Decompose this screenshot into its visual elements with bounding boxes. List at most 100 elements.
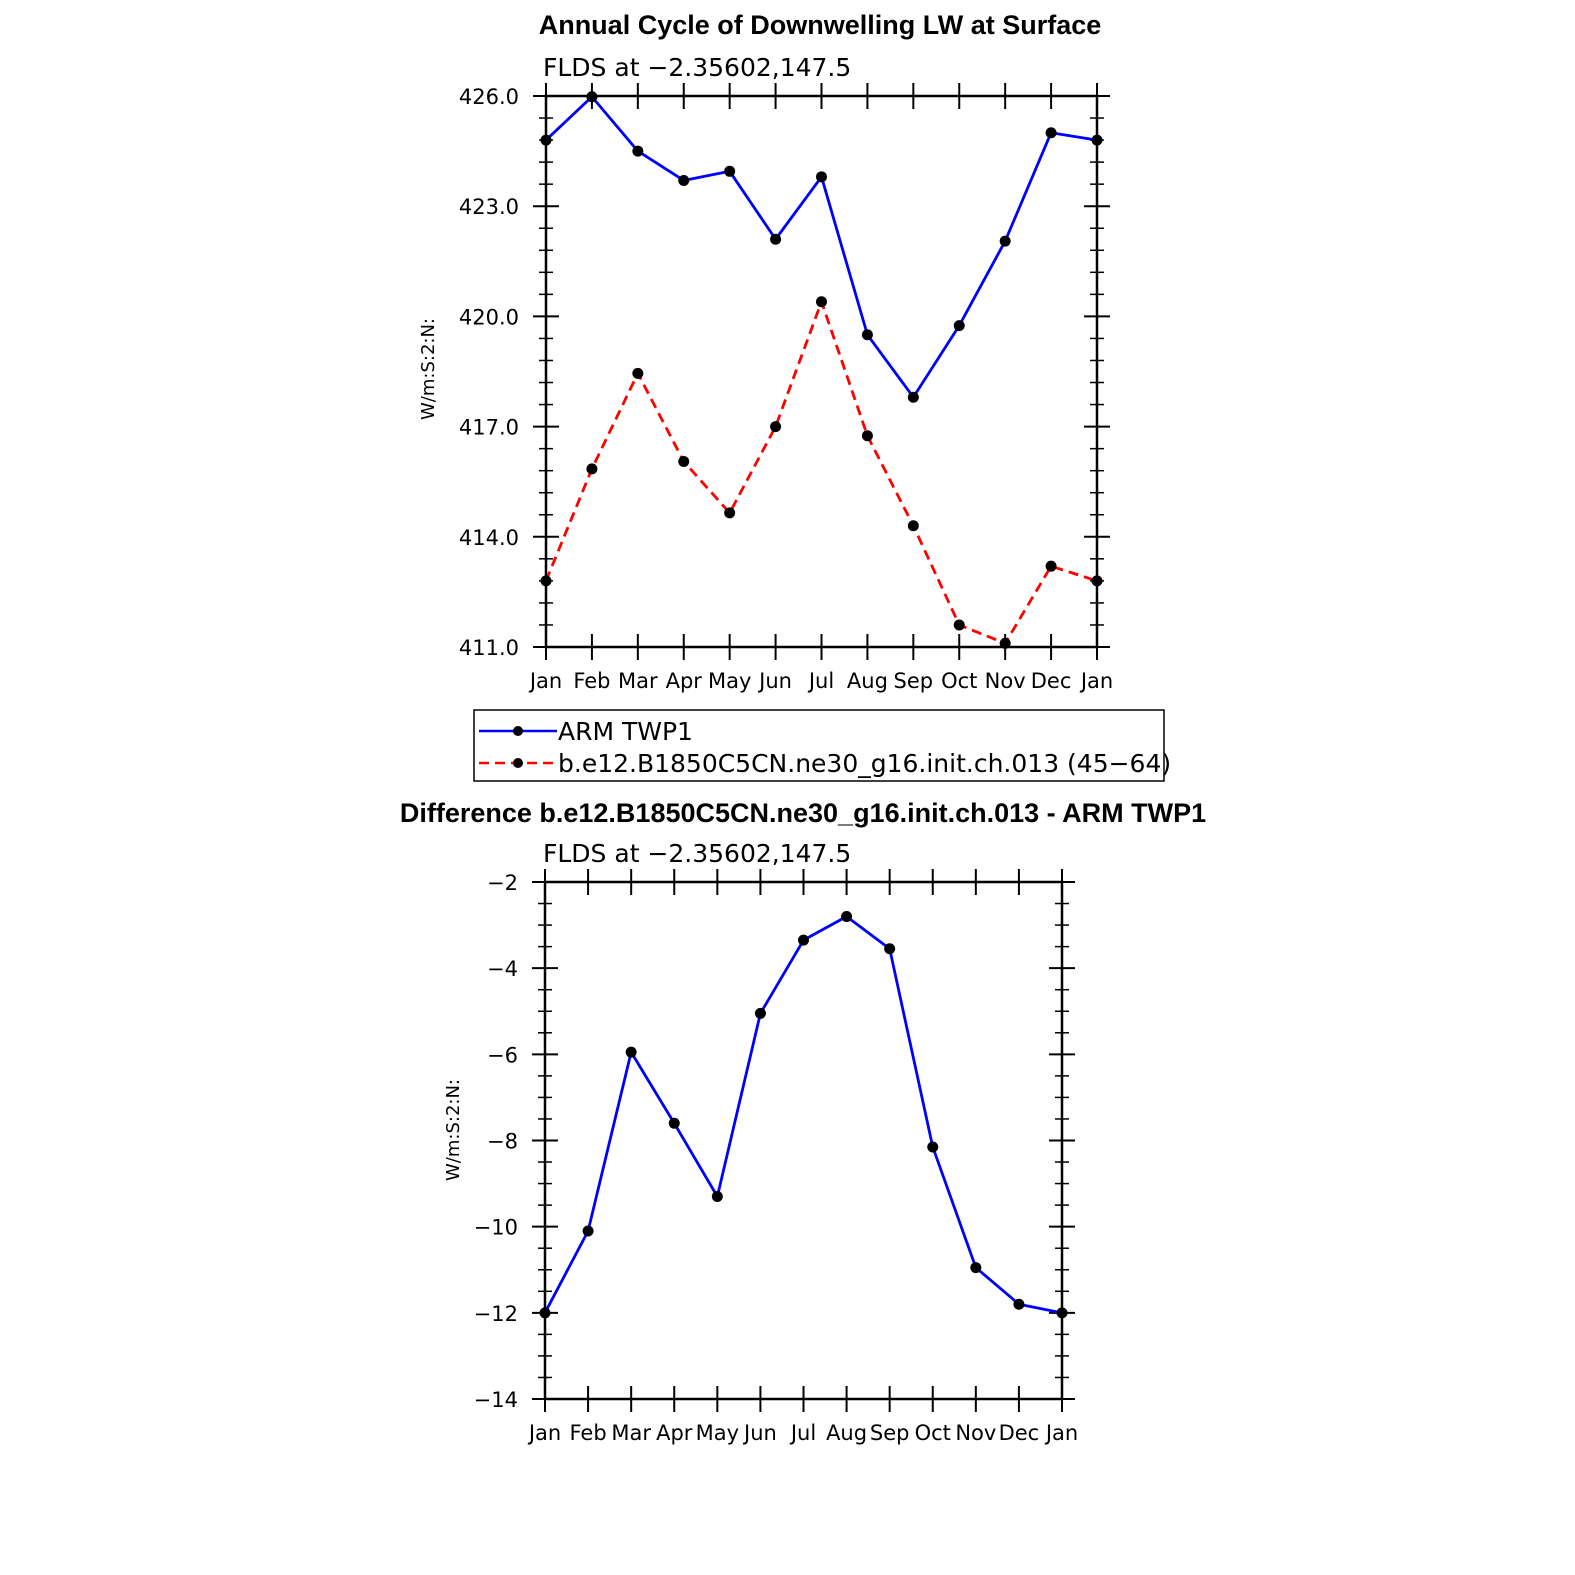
chart-bottom-xtick-label: Mar [611, 1421, 651, 1445]
chart-top-series-1-point [586, 91, 598, 103]
legend-marker-series-1 [513, 726, 523, 736]
chart-top-series-2-point [907, 520, 919, 532]
chart-bottom-ytick-label: −6 [487, 1043, 518, 1067]
legend-entry-series-1: ARM TWP1 [479, 717, 693, 746]
chart-bottom-frame [543, 880, 1064, 1401]
chart-top-title: Annual Cycle of Downwelling LW at Surfac… [539, 10, 1102, 40]
chart-bottom-series-1-point [625, 1046, 637, 1058]
chart-top-series-1-point [540, 134, 552, 146]
chart-bottom-xtick-label: Jun [742, 1421, 777, 1445]
chart-bottom-ytick-label: −12 [474, 1302, 518, 1326]
chart-top-series-1-point [770, 233, 782, 245]
chart-top-series-1-point [999, 235, 1011, 247]
chart-bottom-xtick-label: Jan [1044, 1421, 1078, 1445]
chart-bottom-series-1-point [841, 910, 853, 922]
chart-top-series-2-point [999, 637, 1011, 649]
chart-top-series-2-point [586, 463, 598, 475]
legend-box [473, 709, 1165, 782]
chart-top-series-1-point [816, 171, 827, 183]
chart-top-series-2-point [770, 421, 782, 433]
chart-bottom-series-1-point [970, 1262, 982, 1274]
chart-top-series-2-point [953, 619, 965, 631]
chart-top-series-1-point [1045, 127, 1057, 139]
chart-bottom-xtick-label: Nov [955, 1421, 996, 1445]
chart-top-series-1-point [953, 320, 965, 332]
chart-top-series-2-point [678, 455, 690, 467]
chart-top-axes: 411.0 414.0 417.0 420.0 423.0 426.0 Jan Feb Mar A… [459, 83, 1113, 693]
chart-bottom-xtick-label: Jan [527, 1421, 561, 1445]
legend-entry-series-2: b.e12.B1850C5CN.ne30_g16.init.ch.013 (45… [479, 749, 1171, 778]
chart-top-xtick-label: May [708, 669, 751, 693]
chart-top-xtick-label: Oct [941, 669, 977, 693]
chart-bottom-ytick-label: −2 [487, 871, 518, 895]
chart-bottom-xtick-label: Apr [656, 1421, 693, 1445]
chart-top-xtick-label: Jan [1079, 669, 1113, 693]
chart-top-ytick-label: 420.0 [459, 305, 519, 329]
chart-bottom-ytick-label: −10 [474, 1216, 518, 1240]
chart-bottom-ytick-label: −8 [487, 1130, 518, 1154]
chart-bottom-series-1-line [543, 915, 1063, 1315]
chart-top-ylabel: W/m:S:2:N: [418, 318, 439, 420]
chart-top-series-2-point [816, 296, 827, 308]
chart-bottom-series-1-point [884, 943, 896, 955]
chart-bottom-xtick-label: May [696, 1421, 739, 1445]
chart-bottom-axes: −14 −12 −10 −8 −6 −4 −2 Jan Feb Mar Apr May Jun Jul Au… [474, 869, 1078, 1445]
chart-bottom-series-1-point [582, 1225, 594, 1237]
chart-top-xtick-label: Aug [847, 669, 888, 693]
chart-top-series-1-point [907, 391, 919, 403]
chart-top-xtick-label: Sep [894, 669, 934, 693]
chart-bottom-series-1-point [1013, 1298, 1025, 1310]
chart-top-ytick-label: 411.0 [459, 636, 519, 660]
chart-top-xtick-label: Dec [1031, 669, 1072, 693]
chart-top-series-1-point [678, 174, 690, 186]
chart-bottom-subtitle: FLDS at −2.35602,147.5 [543, 839, 851, 868]
chart-top-series-1-point [632, 145, 644, 157]
chart-top-xtick-label: Nov [985, 669, 1026, 693]
legend-label-series-1: ARM TWP1 [558, 717, 693, 746]
chart-top-ytick-label: 417.0 [459, 416, 519, 440]
chart-bottom-title: Difference b.e12.B1850C5CN.ne30_g16.init… [400, 798, 1206, 828]
chart-bottom: Difference b.e12.B1850C5CN.ne30_g16.init… [400, 798, 1206, 1445]
chart-bottom-xtick-label: Aug [826, 1421, 867, 1445]
chart-top-xtick-label: Mar [618, 669, 658, 693]
chart-top-ytick-label: 414.0 [459, 526, 519, 550]
legend-marker-series-2 [513, 758, 523, 768]
chart-top-xtick-label: Apr [666, 669, 703, 693]
chart-top-series-1-line [545, 95, 1098, 399]
chart-top-series-2-point [1091, 575, 1103, 587]
chart-bottom-series-1-point [539, 1307, 551, 1319]
chart-bottom-xtick-label: Jul [789, 1421, 816, 1445]
chart-top-xtick-label: Jun [757, 669, 792, 693]
chart-top-legend: ARM TWP1 b.e12.B1850C5CN.ne30_g16.init.c… [473, 709, 1171, 782]
chart-top-plot-area [540, 91, 1103, 649]
chart-bottom-xtick-label: Oct [915, 1421, 951, 1445]
chart-bottom-ytick-label: −14 [474, 1388, 518, 1412]
chart-top-series-1-point [724, 165, 736, 177]
chart-bottom-plot-area [539, 910, 1068, 1319]
chart-bottom-series-1-point [754, 1007, 766, 1019]
chart-bottom-series-1-point [927, 1141, 939, 1153]
chart-top-series-2-point [1045, 560, 1057, 572]
chart-top-series-1-point [1091, 134, 1103, 146]
chart-top-xtick-label: Jul [807, 669, 834, 693]
chart-bottom-xtick-label: Dec [999, 1421, 1040, 1445]
chart-bottom-ytick-label: −4 [487, 957, 518, 981]
chart-bottom-xtick-label: Feb [569, 1421, 606, 1445]
chart-bottom-series-1-point [1056, 1307, 1068, 1319]
chart-bottom-series-1-point [668, 1117, 680, 1129]
chart-top-ytick-label: 423.0 [459, 195, 519, 219]
chart-top-subtitle: FLDS at −2.35602,147.5 [543, 53, 851, 82]
chart-top-series-2-line [544, 300, 1098, 645]
chart-top: Annual Cycle of Downwelling LW at Surfac… [418, 10, 1113, 693]
chart-top-series-2-point [540, 575, 552, 587]
chart-top-series-2-point [632, 367, 644, 379]
chart-bottom-series-1-point [711, 1191, 723, 1203]
legend-label-series-2: b.e12.B1850C5CN.ne30_g16.init.ch.013 (45… [558, 749, 1171, 778]
chart-bottom-series-1-point [798, 934, 809, 946]
chart-top-ytick-label: 426.0 [459, 85, 519, 109]
chart-top-xtick-label: Jan [528, 669, 562, 693]
chart-top-series-2-point [724, 507, 736, 519]
chart-top-series-1-point [861, 329, 873, 341]
chart-bottom-xtick-label: Sep [870, 1421, 910, 1445]
